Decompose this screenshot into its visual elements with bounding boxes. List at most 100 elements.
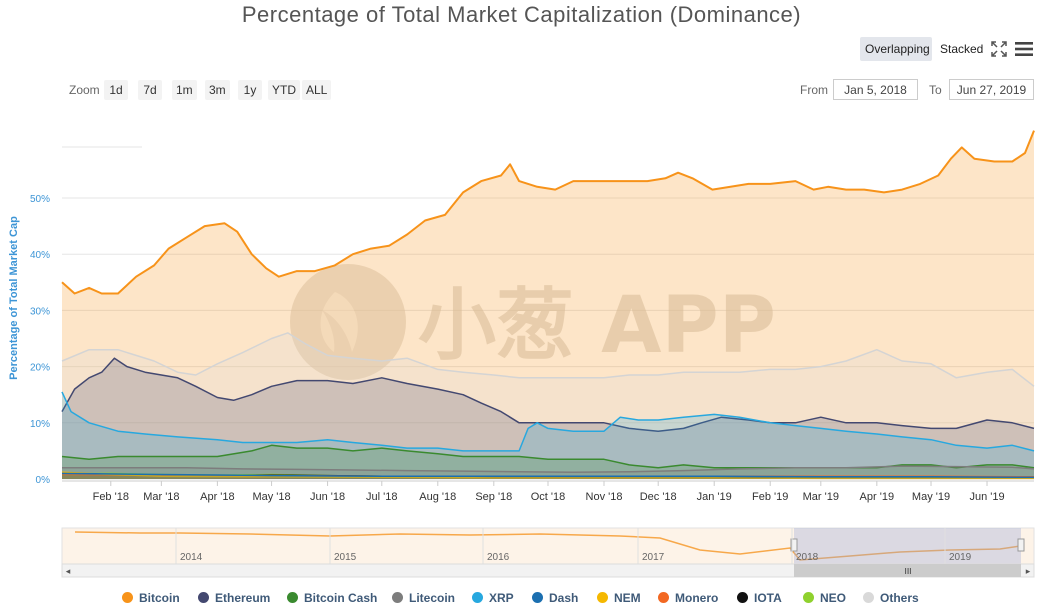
to-date-input[interactable]: Jun 27, 2019 <box>949 79 1034 100</box>
overlapping-button[interactable]: Overlapping <box>860 37 932 61</box>
zoom-1y-button[interactable]: 1y <box>238 80 262 100</box>
legend-item-others[interactable]: Others <box>863 589 919 607</box>
expand-icon[interactable] <box>990 40 1008 58</box>
navigator-scrollbar[interactable] <box>61 563 1035 578</box>
from-label: From <box>800 83 828 97</box>
zoom-all-button[interactable]: ALL <box>302 80 332 100</box>
y-tick-label: 20% <box>30 363 50 374</box>
legend-label: XRP <box>489 591 514 605</box>
legend-label: IOTA <box>754 591 782 605</box>
y-tick-label: 10% <box>30 419 50 430</box>
series-area-bitcoin <box>62 130 1034 479</box>
x-tick-label: May '19 <box>912 491 950 503</box>
chart-title: Percentage of Total Market Capitalizatio… <box>241 2 802 27</box>
legend-marker-icon <box>532 592 543 603</box>
navigator-handle-right[interactable] <box>1017 538 1025 552</box>
navigator-year-label: 2015 <box>334 552 357 563</box>
x-tick-label: May '18 <box>252 491 290 503</box>
navigator-handle-left[interactable] <box>790 538 798 552</box>
legend-label: Others <box>880 591 919 605</box>
series-line-xrp[interactable] <box>61 391 1035 452</box>
legend-item-monero[interactable]: Monero <box>658 589 718 607</box>
zoom-ytd-button[interactable]: YTD <box>268 80 300 100</box>
series-area-xrp <box>62 391 1034 479</box>
navigator-year-label: 2018 <box>796 552 819 563</box>
x-tick-label: Apr '18 <box>200 491 235 503</box>
x-tick-label: Mar '19 <box>803 491 839 503</box>
from-date-input[interactable]: Jan 5, 2018 <box>833 79 918 100</box>
y-tick-label: 30% <box>30 306 50 317</box>
x-tick-label: Jun '18 <box>310 491 345 503</box>
x-tick-label: Sep '18 <box>475 491 512 503</box>
x-tick-label: Jan '19 <box>697 491 732 503</box>
zoom-1m-button[interactable]: 1m <box>172 80 197 100</box>
navigator-selection[interactable] <box>794 528 1021 564</box>
legend-item-bitcoin[interactable]: Bitcoin <box>122 589 180 607</box>
legend-item-nem[interactable]: NEM <box>597 589 641 607</box>
watermark-text: 小葱 APP <box>418 281 776 371</box>
y-tick-label: 40% <box>30 250 50 261</box>
series-line-bitcoin[interactable] <box>61 130 1035 295</box>
legend-marker-icon <box>863 592 874 603</box>
to-label: To <box>929 83 942 97</box>
navigator-year-label: 2016 <box>487 552 510 563</box>
legend-marker-icon <box>658 592 669 603</box>
legend-label: Bitcoin <box>139 591 180 605</box>
series-line-litecoin[interactable] <box>62 465 1035 474</box>
stacked-button[interactable]: Stacked <box>940 42 984 56</box>
x-tick-label: Jul '18 <box>366 491 397 503</box>
legend-item-xrp[interactable]: XRP <box>472 589 514 607</box>
x-tick-label: Feb '19 <box>752 491 788 503</box>
series-area-bitcoin-cash <box>62 445 1034 479</box>
x-tick-label: Aug '18 <box>419 491 456 503</box>
legend-marker-icon <box>122 592 133 603</box>
legend-item-ethereum[interactable]: Ethereum <box>198 589 270 607</box>
series-line-nem[interactable] <box>61 471 1034 480</box>
y-tick-label: 50% <box>30 194 50 205</box>
legend-item-bitcoin-cash[interactable]: Bitcoin Cash <box>287 589 377 607</box>
legend-marker-icon <box>803 592 814 603</box>
series-line-others[interactable] <box>61 332 1035 387</box>
dominance-chart: 小葱 APP 0% 10% 20% 30% 40% 50% Percentage of To… <box>8 130 1035 578</box>
legend-label: Litecoin <box>409 591 456 605</box>
zoom-label: Zoom <box>69 83 100 97</box>
x-tick-label: Dec '18 <box>640 491 677 503</box>
legend-item-litecoin[interactable]: Litecoin <box>392 589 455 607</box>
x-tick-label: Jun '19 <box>969 491 1004 503</box>
x-tick-label: Oct '18 <box>531 491 566 503</box>
legend-marker-icon <box>287 592 298 603</box>
legend-item-neo[interactable]: NEO <box>803 589 846 607</box>
legend-marker-icon <box>737 592 748 603</box>
legend-item-dash[interactable]: Dash <box>532 589 578 607</box>
navigator-scrollbar-thumb[interactable] <box>794 564 1021 577</box>
series-line-ethereum[interactable] <box>61 357 1035 432</box>
hamburger-menu-icon[interactable] <box>1014 40 1034 58</box>
zoom-7d-button[interactable]: 7d <box>138 80 162 100</box>
legend-marker-icon <box>392 592 403 603</box>
scrollbar-grip-icon: III <box>904 567 911 576</box>
zoom-3m-button[interactable]: 3m <box>205 80 230 100</box>
navigator-year-label: 2014 <box>180 552 203 563</box>
legend-label: Bitcoin Cash <box>304 591 378 605</box>
y-tick-label: 0% <box>36 475 51 486</box>
navigator[interactable]: 2014 2015 2016 2017 2018 2019 III ◂ ▸ <box>61 527 1035 578</box>
navigator-year-label: 2019 <box>949 552 972 563</box>
scroll-right-arrow-icon[interactable]: ▸ <box>1026 567 1031 577</box>
x-tick-label: Feb '18 <box>93 491 129 503</box>
x-tick-label: Nov '18 <box>586 491 623 503</box>
navigator-bitcoin-line <box>74 531 1021 561</box>
legend-item-iota[interactable]: IOTA <box>737 589 782 607</box>
legend-marker-icon <box>472 592 483 603</box>
legend-label: Dash <box>549 591 579 605</box>
scroll-left-arrow-icon[interactable]: ◂ <box>66 567 71 577</box>
y-axis-title: Percentage of Total Market Cap <box>8 216 20 380</box>
legend-marker-icon <box>597 592 608 603</box>
legend-label: Monero <box>675 591 719 605</box>
legend-label: NEO <box>820 591 847 605</box>
legend-label: NEM <box>614 591 641 605</box>
zoom-1d-button[interactable]: 1d <box>104 80 128 100</box>
legend-marker-icon <box>198 592 209 603</box>
series-line-dash[interactable] <box>61 472 1035 479</box>
legend-label: Ethereum <box>215 591 271 605</box>
legend: Bitcoin Ethereum Bitcoin Cash Litecoin XRP Da… <box>0 589 1043 607</box>
